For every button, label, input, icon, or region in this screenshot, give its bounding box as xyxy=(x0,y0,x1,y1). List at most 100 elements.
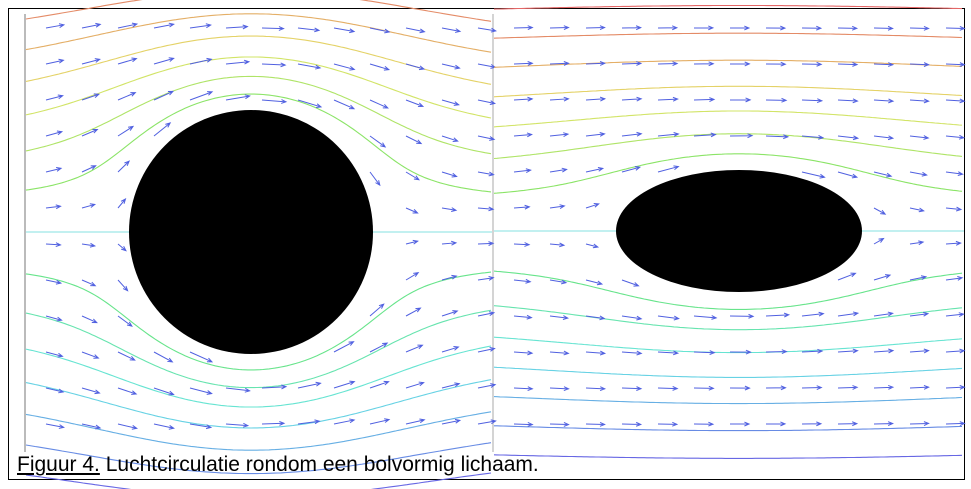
flow-arrow xyxy=(622,387,641,391)
flow-arrow xyxy=(154,58,174,64)
flow-arrow xyxy=(838,349,858,353)
flow-arrow xyxy=(190,92,212,100)
flow-arrow xyxy=(802,99,822,103)
flow-arrow xyxy=(694,351,714,355)
flow-arrow xyxy=(766,135,788,139)
flow-arrow xyxy=(694,98,714,102)
flow-arrow xyxy=(46,95,63,100)
flow-arrow xyxy=(442,136,458,142)
flow-arrow xyxy=(46,205,61,209)
flow-arrow xyxy=(586,280,602,285)
flow-arrow xyxy=(694,26,713,30)
streamline xyxy=(494,33,962,38)
flow-arrow xyxy=(910,422,929,426)
left-panel xyxy=(26,0,496,489)
flow-arrow xyxy=(550,422,568,426)
flow-arrow xyxy=(694,422,713,426)
flow-arrow xyxy=(730,26,749,30)
flow-arrow xyxy=(118,352,135,360)
flow-arrow xyxy=(766,350,786,354)
flow-arrow xyxy=(118,424,137,429)
flow-arrow xyxy=(874,312,893,316)
flow-arrow xyxy=(622,26,641,30)
flow-arrow xyxy=(334,342,354,352)
flow-arrow xyxy=(46,168,61,172)
flow-arrow xyxy=(874,349,893,353)
flow-arrow xyxy=(910,26,929,30)
flow-arrow xyxy=(514,351,532,355)
flow-arrow xyxy=(406,382,424,388)
flow-arrow xyxy=(694,316,716,320)
flow-arrow xyxy=(838,386,857,390)
flow-arrow xyxy=(586,244,598,248)
flow-arrow xyxy=(730,62,749,66)
flow-arrow xyxy=(478,136,494,140)
flow-arrow xyxy=(658,386,677,390)
right-panel xyxy=(494,6,964,459)
flow-arrow xyxy=(154,424,174,429)
streamline xyxy=(26,14,491,52)
flow-arrow xyxy=(838,26,857,30)
flow-arrow xyxy=(550,97,568,101)
flow-arrow xyxy=(874,275,890,280)
flow-arrow xyxy=(802,62,821,66)
flow-arrow xyxy=(730,422,749,426)
flow-arrow xyxy=(442,311,457,316)
flow-arrow xyxy=(82,388,99,394)
flow-arrow xyxy=(190,388,212,394)
flow-arrow xyxy=(226,423,248,427)
flow-arrow xyxy=(550,243,564,247)
flow-arrow xyxy=(370,28,389,33)
flow-arrow xyxy=(442,347,458,352)
flow-arrow xyxy=(586,351,605,355)
flow-arrow xyxy=(154,23,174,28)
flow-arrow xyxy=(370,172,380,185)
flow-arrow xyxy=(46,243,60,247)
streamline xyxy=(26,0,491,21)
flow-arrow xyxy=(658,316,679,320)
flow-arrow xyxy=(874,99,893,103)
flow-arrow xyxy=(766,422,785,426)
flow-arrow xyxy=(766,98,786,102)
flow-arrow xyxy=(226,60,249,64)
flow-arrow xyxy=(46,424,64,428)
flow-arrow xyxy=(694,386,713,390)
flow-arrow xyxy=(442,64,459,69)
flow-arrow xyxy=(622,351,641,355)
flow-arrow xyxy=(478,207,493,211)
flow-arrow xyxy=(910,385,929,389)
flow-arrow xyxy=(550,387,569,391)
flow-arrow xyxy=(262,63,285,67)
flow-arrow xyxy=(730,98,750,102)
flow-arrow xyxy=(766,62,785,66)
flow-arrow xyxy=(514,169,531,173)
flow-arrow xyxy=(802,312,823,316)
flow-arrow xyxy=(442,28,460,32)
flow-arrow xyxy=(658,62,677,66)
flow-arrow xyxy=(82,243,95,247)
flow-arrow xyxy=(622,280,638,286)
flow-arrow xyxy=(874,172,891,177)
flow-arrow xyxy=(550,280,566,284)
flow-arrow xyxy=(802,386,821,390)
flow-arrow xyxy=(190,58,211,64)
flow-arrow xyxy=(946,135,964,139)
flow-arrow xyxy=(406,136,421,144)
flow-arrow xyxy=(622,132,641,136)
flow-arrow xyxy=(478,276,493,280)
flow-arrow xyxy=(514,422,532,426)
flow-arrow xyxy=(946,349,964,353)
streamline xyxy=(26,57,491,118)
flow-arrow xyxy=(586,422,605,426)
flow-arrow xyxy=(298,28,319,32)
flow-arrow xyxy=(910,208,924,212)
flow-arrow xyxy=(514,279,530,283)
flow-arrow xyxy=(442,241,456,245)
flow-arrow xyxy=(838,273,855,280)
flow-arrow xyxy=(406,345,422,352)
flow-arrow xyxy=(766,386,785,390)
flow-arrow xyxy=(874,239,884,244)
flow-arrow xyxy=(946,385,964,389)
obstacle xyxy=(129,110,373,354)
flow-arrow xyxy=(370,304,384,316)
